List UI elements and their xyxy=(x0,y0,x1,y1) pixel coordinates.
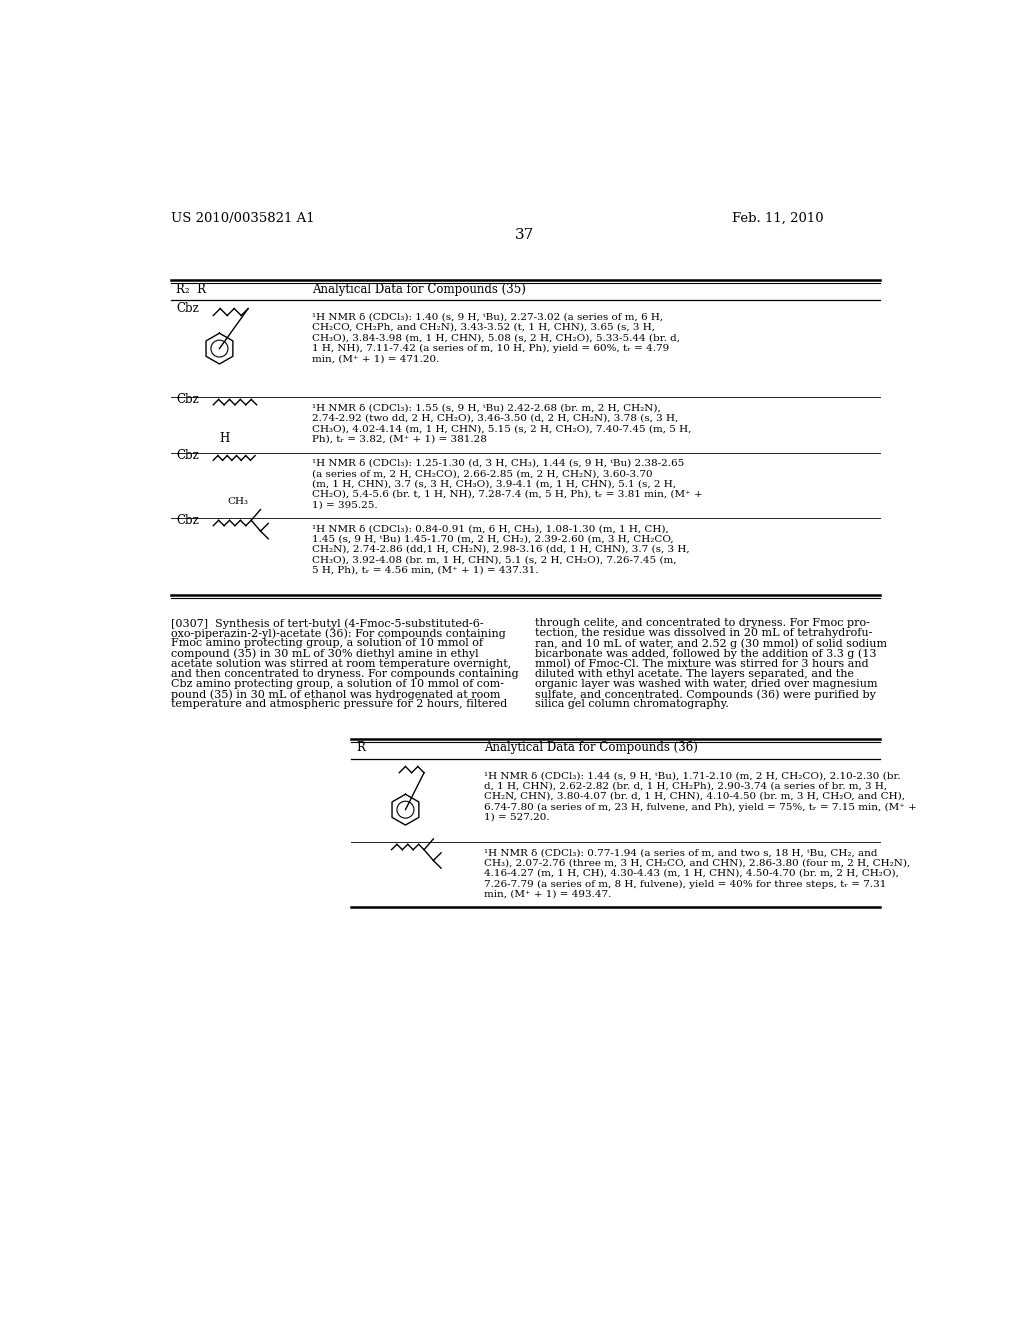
Text: 37: 37 xyxy=(515,228,535,243)
Text: ¹H NMR δ (CDCl₃): 0.84-0.91 (m, 6 H, CH₃), 1.08-1.30 (m, 1 H, CH),
1.45 (s, 9 H,: ¹H NMR δ (CDCl₃): 0.84-0.91 (m, 6 H, CH₃… xyxy=(312,524,690,574)
Text: tection, the residue was dissolved in 20 mL of tetrahydrofu-: tection, the residue was dissolved in 20… xyxy=(535,628,872,639)
Text: bicarbonate was added, followed by the addition of 3.3 g (13: bicarbonate was added, followed by the a… xyxy=(535,648,877,659)
Text: sulfate, and concentrated. Compounds (36) were purified by: sulfate, and concentrated. Compounds (36… xyxy=(535,689,876,700)
Text: R₂  R: R₂ R xyxy=(176,284,206,296)
Text: compound (35) in 30 mL of 30% diethyl amine in ethyl: compound (35) in 30 mL of 30% diethyl am… xyxy=(171,648,478,659)
Text: CH₃: CH₃ xyxy=(227,498,248,506)
Text: Analytical Data for Compounds (35): Analytical Data for Compounds (35) xyxy=(312,284,526,296)
Text: ¹H NMR δ (CDCl₃): 1.40 (s, 9 H, ᵗBu), 2.27-3.02 (a series of m, 6 H,
CH₂CO, CH₂P: ¹H NMR δ (CDCl₃): 1.40 (s, 9 H, ᵗBu), 2.… xyxy=(312,313,681,363)
Text: pound (35) in 30 mL of ethanol was hydrogenated at room: pound (35) in 30 mL of ethanol was hydro… xyxy=(171,689,500,700)
Text: [0307]  Synthesis of tert-butyl (4-Fmoc-5-substituted-6-: [0307] Synthesis of tert-butyl (4-Fmoc-5… xyxy=(171,618,483,628)
Text: temperature and atmospheric pressure for 2 hours, filtered: temperature and atmospheric pressure for… xyxy=(171,700,507,709)
Text: Cbz: Cbz xyxy=(176,449,199,462)
Text: ran, and 10 mL of water, and 2.52 g (30 mmol) of solid sodium: ran, and 10 mL of water, and 2.52 g (30 … xyxy=(535,639,887,649)
Text: silica gel column chromatography.: silica gel column chromatography. xyxy=(535,700,729,709)
Text: Analytical Data for Compounds (36): Analytical Data for Compounds (36) xyxy=(484,741,698,754)
Text: Feb. 11, 2010: Feb. 11, 2010 xyxy=(732,211,824,224)
Text: ¹H NMR δ (CDCl₃): 0.77-1.94 (a series of m, and two s, 18 H, ᵗBu, CH₂, and
CH₃),: ¹H NMR δ (CDCl₃): 0.77-1.94 (a series of… xyxy=(484,849,910,899)
Text: and then concentrated to dryness. For compounds containing: and then concentrated to dryness. For co… xyxy=(171,669,518,678)
Text: through celite, and concentrated to dryness. For Fmoc pro-: through celite, and concentrated to dryn… xyxy=(535,618,869,628)
Text: Cbz amino protecting group, a solution of 10 mmol of com-: Cbz amino protecting group, a solution o… xyxy=(171,678,504,689)
Text: mmol) of Fmoc-Cl. The mixture was stirred for 3 hours and: mmol) of Fmoc-Cl. The mixture was stirre… xyxy=(535,659,868,669)
Text: diluted with ethyl acetate. The layers separated, and the: diluted with ethyl acetate. The layers s… xyxy=(535,669,854,678)
Text: R: R xyxy=(356,741,366,754)
Text: ¹H NMR δ (CDCl₃): 1.25-1.30 (d, 3 H, CH₃), 1.44 (s, 9 H, ᵗBu) 2.38-2.65
(a serie: ¹H NMR δ (CDCl₃): 1.25-1.30 (d, 3 H, CH₃… xyxy=(312,459,703,510)
Text: US 2010/0035821 A1: US 2010/0035821 A1 xyxy=(171,211,314,224)
Text: H: H xyxy=(219,432,229,445)
Text: ¹H NMR δ (CDCl₃): 1.44 (s, 9 H, ᵗBu), 1.71-2.10 (m, 2 H, CH₂CO), 2.10-2.30 (br.
: ¹H NMR δ (CDCl₃): 1.44 (s, 9 H, ᵗBu), 1.… xyxy=(484,771,918,822)
Text: Cbz: Cbz xyxy=(176,393,199,407)
Text: Cbz: Cbz xyxy=(176,515,199,527)
Text: ¹H NMR δ (CDCl₃): 1.55 (s, 9 H, ᵗBu) 2.42-2.68 (br. m, 2 H, CH₂N),
2.74-2.92 (tw: ¹H NMR δ (CDCl₃): 1.55 (s, 9 H, ᵗBu) 2.4… xyxy=(312,404,692,444)
Text: organic layer was washed with water, dried over magnesium: organic layer was washed with water, dri… xyxy=(535,678,878,689)
Text: oxo-piperazin-2-yl)-acetate (36): For compounds containing: oxo-piperazin-2-yl)-acetate (36): For co… xyxy=(171,628,506,639)
Text: Cbz: Cbz xyxy=(176,302,199,315)
Text: acetate solution was stirred at room temperature overnight,: acetate solution was stirred at room tem… xyxy=(171,659,511,669)
Text: Fmoc amino protecting group, a solution of 10 mmol of: Fmoc amino protecting group, a solution … xyxy=(171,639,482,648)
